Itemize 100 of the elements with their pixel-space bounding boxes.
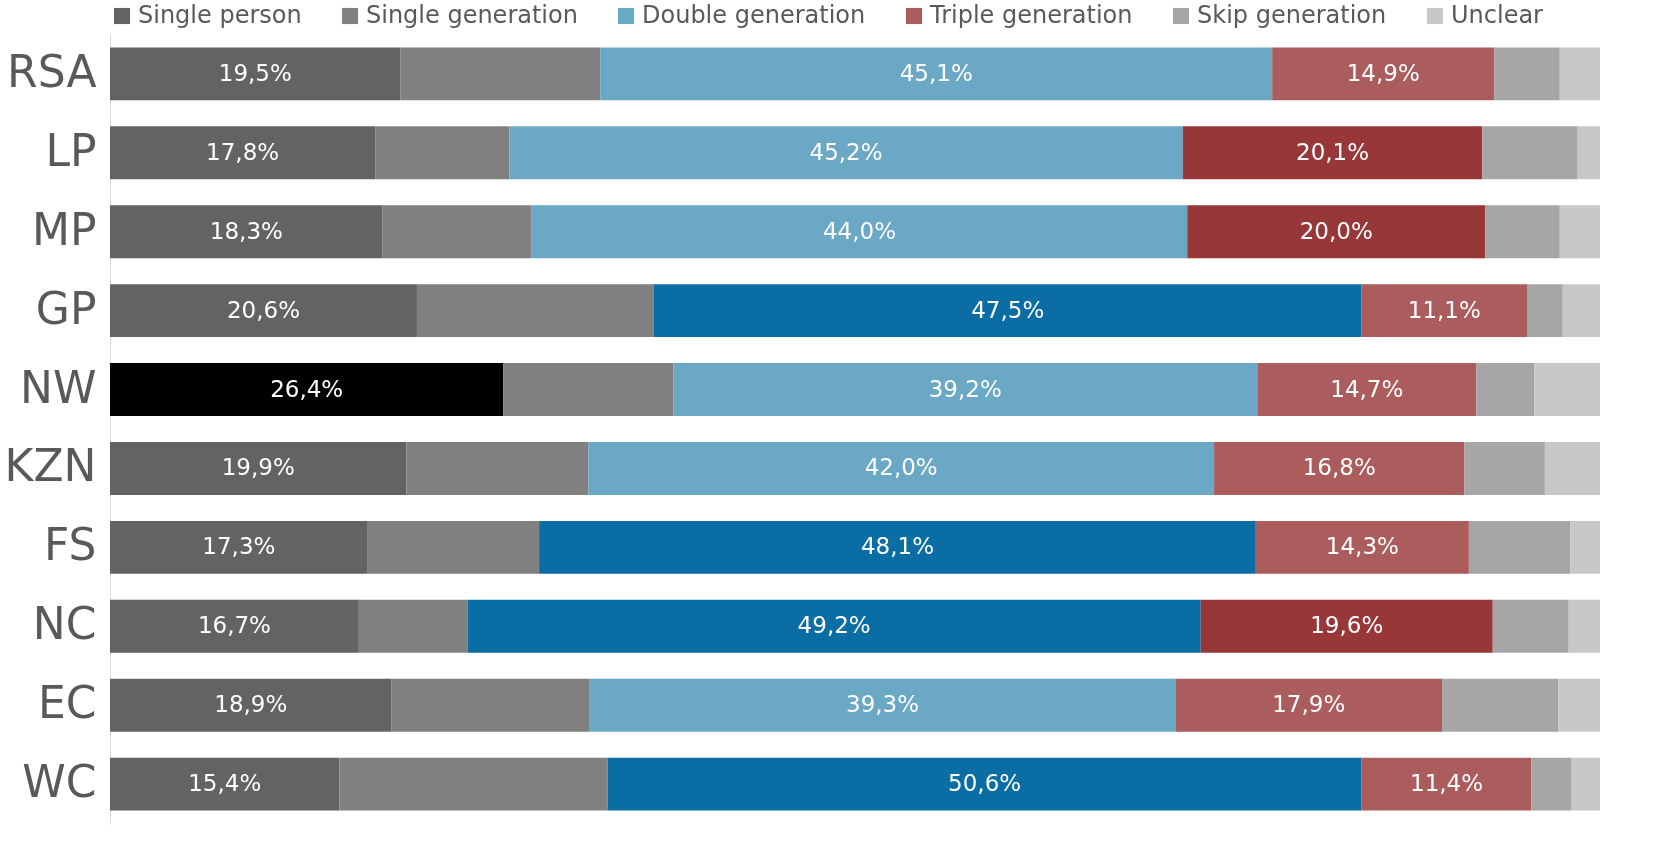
bar xyxy=(1558,678,1600,732)
data-label: 18,9% xyxy=(214,691,288,718)
data-label: 20,0% xyxy=(1299,217,1373,244)
bar xyxy=(1571,757,1600,811)
bar xyxy=(375,126,510,180)
bar xyxy=(1577,126,1600,180)
bar xyxy=(1562,284,1600,338)
y-tick-label: LP xyxy=(45,124,97,176)
bar xyxy=(600,47,1273,101)
data-label: 15,4% xyxy=(188,770,262,797)
bar xyxy=(1570,520,1600,574)
data-label: 45,1% xyxy=(899,59,973,86)
bar xyxy=(110,599,359,653)
legend-label: Triple generation xyxy=(929,1,1133,29)
legend-label: Unclear xyxy=(1451,1,1544,29)
bar xyxy=(1182,126,1483,180)
bar xyxy=(1526,284,1563,338)
bar xyxy=(589,678,1176,732)
bar xyxy=(1559,47,1600,101)
data-label: 16,8% xyxy=(1302,454,1376,481)
y-tick-label: RSA xyxy=(7,45,97,97)
bar xyxy=(503,363,674,416)
bar xyxy=(1464,442,1545,495)
data-label: 42,0% xyxy=(864,454,938,481)
y-tick-label: GP xyxy=(35,282,97,334)
data-label: 45,2% xyxy=(809,138,883,165)
bar xyxy=(1361,284,1527,338)
data-label: 16,7% xyxy=(197,612,271,639)
data-label: 14,9% xyxy=(1346,59,1420,86)
bar xyxy=(1531,757,1572,811)
bar xyxy=(339,757,608,811)
bar xyxy=(509,126,1183,180)
data-label: 39,3% xyxy=(846,691,920,718)
data-label: 44,0% xyxy=(822,217,897,244)
data-label: 20,6% xyxy=(226,296,301,323)
bar xyxy=(1187,205,1486,259)
bar xyxy=(416,284,654,338)
data-label: 14,7% xyxy=(1330,375,1404,402)
y-tick-label: FS xyxy=(44,519,97,571)
data-label: 17,9% xyxy=(1272,691,1346,718)
bar xyxy=(1272,47,1495,101)
bar xyxy=(110,126,376,180)
y-tick-label: NC xyxy=(32,598,97,650)
data-label: 50,6% xyxy=(948,770,1022,797)
data-label: 39,2% xyxy=(928,375,1002,402)
bar xyxy=(110,205,383,259)
bar xyxy=(1175,678,1443,732)
bar xyxy=(400,47,601,101)
data-label: 19,9% xyxy=(221,454,295,481)
bar xyxy=(1476,363,1535,416)
data-label: 26,4% xyxy=(270,375,344,402)
bar xyxy=(539,520,1256,574)
bar xyxy=(1255,520,1469,574)
bar xyxy=(110,442,407,495)
legend-label: Single person xyxy=(138,1,302,29)
bar xyxy=(1257,363,1477,416)
bar xyxy=(1361,757,1532,811)
data-label: 47,5% xyxy=(971,296,1045,323)
data-label: 11,4% xyxy=(1409,770,1484,797)
bar xyxy=(653,284,1362,338)
y-tick-label: KZN xyxy=(4,440,97,492)
data-label: 19,6% xyxy=(1310,612,1384,639)
y-tick-label: EC xyxy=(37,677,97,729)
data-label: 20,1% xyxy=(1296,138,1370,165)
data-label: 17,8% xyxy=(206,138,280,165)
bar xyxy=(391,678,590,732)
bar xyxy=(1568,599,1600,653)
bar xyxy=(1494,47,1560,101)
bar xyxy=(110,520,368,574)
bar xyxy=(358,599,468,653)
bar xyxy=(1485,205,1560,259)
bar xyxy=(1544,442,1600,495)
legend-label: Double generation xyxy=(642,1,866,29)
bar xyxy=(607,757,1362,811)
legend-label: Skip generation xyxy=(1197,1,1387,29)
bar xyxy=(531,205,1188,259)
bar xyxy=(110,363,504,416)
bar xyxy=(1468,520,1571,574)
bar xyxy=(1492,599,1569,653)
bar xyxy=(1534,363,1600,416)
data-label: 11,1% xyxy=(1407,296,1481,323)
bar xyxy=(588,442,1215,495)
y-tick-label: WC xyxy=(22,756,97,808)
y-tick-label: MP xyxy=(32,203,97,255)
y-tick-label: NW xyxy=(20,361,97,413)
bar xyxy=(1442,678,1559,732)
bar xyxy=(110,757,340,811)
bar xyxy=(1200,599,1493,653)
data-label: 18,3% xyxy=(209,217,283,244)
bar xyxy=(673,363,1258,416)
bar xyxy=(367,520,540,574)
data-label: 17,3% xyxy=(202,533,276,560)
bar xyxy=(406,442,589,495)
data-label: 49,2% xyxy=(797,612,871,639)
legend-label: Single generation xyxy=(366,1,578,29)
bar xyxy=(1482,126,1578,180)
bar xyxy=(110,47,401,101)
bar xyxy=(467,599,1201,653)
bar xyxy=(110,678,392,732)
data-label: 48,1% xyxy=(860,533,934,560)
